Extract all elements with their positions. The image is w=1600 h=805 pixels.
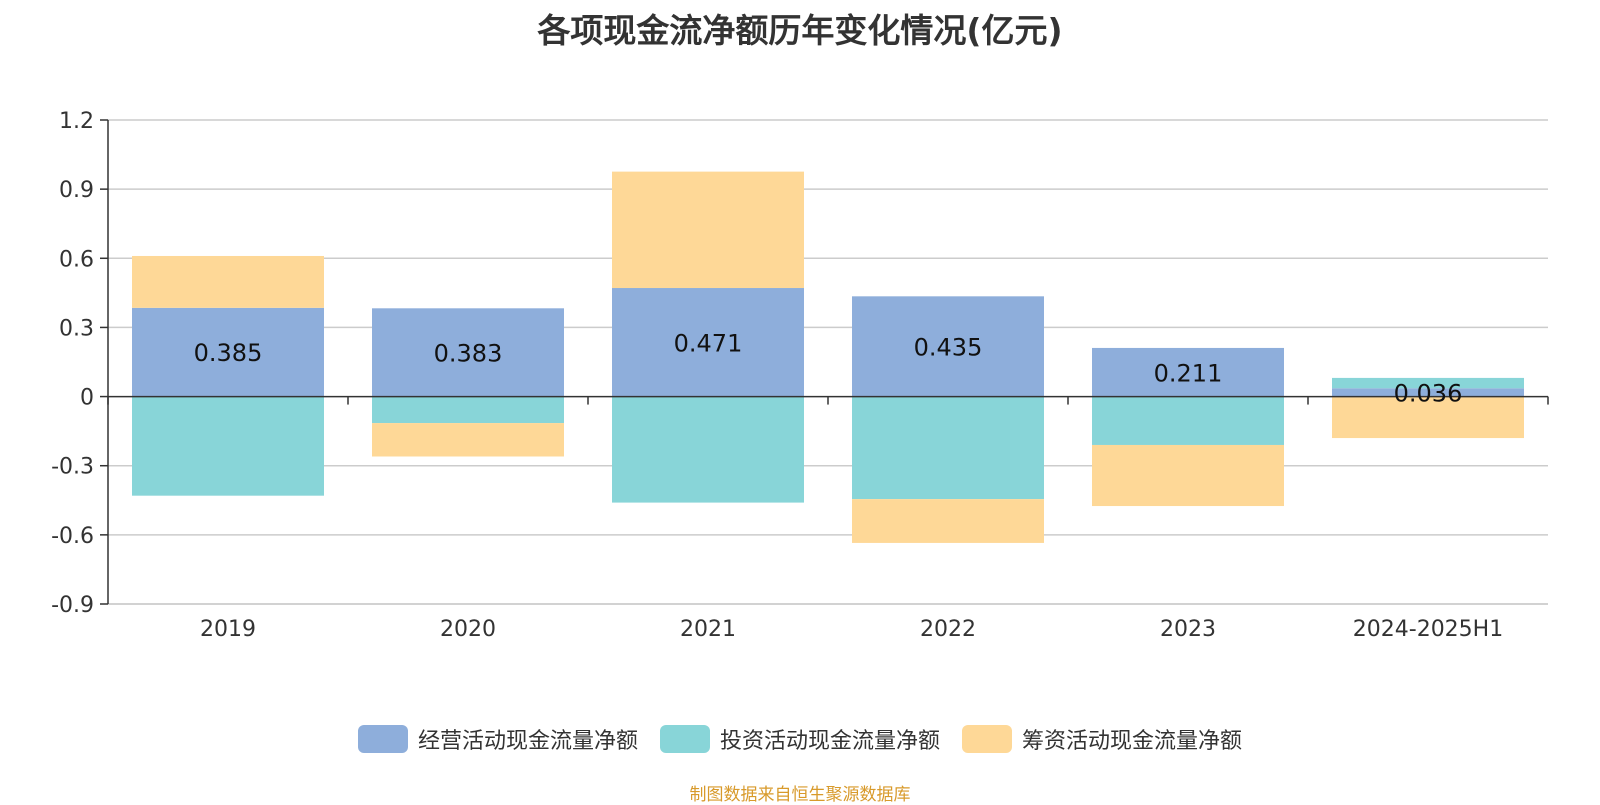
bar-3-2024-2025H1	[1332, 396, 1524, 439]
data-label: 0.036	[1394, 379, 1463, 407]
legend-label: 投资活动现金流量净额	[719, 729, 940, 754]
chart-title: 各项现金流净额历年变化情况(亿元)	[537, 11, 1063, 50]
legend-label: 经营活动现金流量净额	[417, 729, 638, 754]
bar-2-2020	[372, 396, 564, 424]
legend-item-1[interactable]: 经营活动现金流量净额	[357, 723, 638, 755]
bar-layer	[132, 171, 1524, 543]
x-tick-label: 2021	[680, 617, 736, 642]
y-tick-label: 0.9	[59, 178, 94, 203]
bar-2-2022	[852, 396, 1044, 500]
y-tick-label: 0.3	[59, 316, 94, 341]
label-layer: 0.385 0.383 0.471 0.435 0.211 0.036	[194, 329, 1463, 407]
grid-layer	[108, 119, 1548, 605]
y-tick-label: 0	[80, 386, 94, 411]
bar-2-2023	[1092, 396, 1284, 445]
legend-item-3[interactable]: 筹资活动现金流量净额	[962, 723, 1242, 755]
bar-1-2022	[852, 296, 1044, 397]
bar-3-2021	[612, 171, 804, 289]
bar-2-2019	[132, 396, 324, 496]
bar-3-2022	[852, 499, 1044, 543]
bar-1-2019	[132, 307, 324, 397]
legend-swatch	[357, 725, 408, 753]
x-tick-label: 2019	[200, 617, 256, 642]
bar-1-2020	[372, 308, 564, 397]
y-tick-label: 0.6	[59, 247, 94, 272]
data-label: 0.211	[1154, 359, 1223, 387]
y-tick-label: -0.6	[51, 524, 94, 549]
axis-layer: 1.2 0.9 0.6 0.3 0 -0.3 -0.6 -0.9 2019 2020 2021 202…	[51, 109, 1549, 642]
y-tick-label: -0.9	[51, 593, 94, 618]
legend-label: 筹资活动现金流量净额	[1022, 729, 1243, 754]
data-label: 0.383	[434, 339, 503, 367]
cash-flow-chart: 1.2 0.9 0.6 0.3 0 -0.3 -0.6 -0.9 2019 2020 2021 202…	[51, 109, 1549, 642]
bar-2-2021	[612, 396, 804, 503]
data-label: 0.385	[194, 339, 263, 367]
bar-3-2023	[1092, 444, 1284, 507]
legend-swatch	[659, 725, 710, 753]
bar-3-2019	[132, 255, 324, 308]
bar-1-2021	[612, 288, 804, 397]
x-tick-label: 2022	[920, 617, 976, 642]
data-label: 0.435	[914, 333, 983, 361]
x-tick-label: 2023	[1160, 617, 1216, 642]
y-tick-label: 1.2	[59, 109, 94, 134]
data-label: 0.471	[674, 329, 743, 357]
bar-2-2024-2025H1	[1332, 377, 1524, 389]
bar-3-2020	[372, 423, 564, 457]
x-tick-label: 2020	[440, 617, 496, 642]
legend: 经营活动现金流量净额 投资活动现金流量净额 筹资活动现金流量净额	[0, 723, 1600, 755]
legend-item-2[interactable]: 投资活动现金流量净额	[659, 723, 940, 755]
bar-1-2023	[1092, 347, 1284, 397]
source-note: 制图数据来自恒生聚源数据库	[689, 785, 911, 805]
legend-swatch	[962, 725, 1012, 753]
y-tick-label: -0.3	[51, 455, 94, 480]
bar-1-2024-2025H1	[1332, 388, 1524, 397]
x-tick-label: 2024-2025H1	[1353, 617, 1503, 642]
